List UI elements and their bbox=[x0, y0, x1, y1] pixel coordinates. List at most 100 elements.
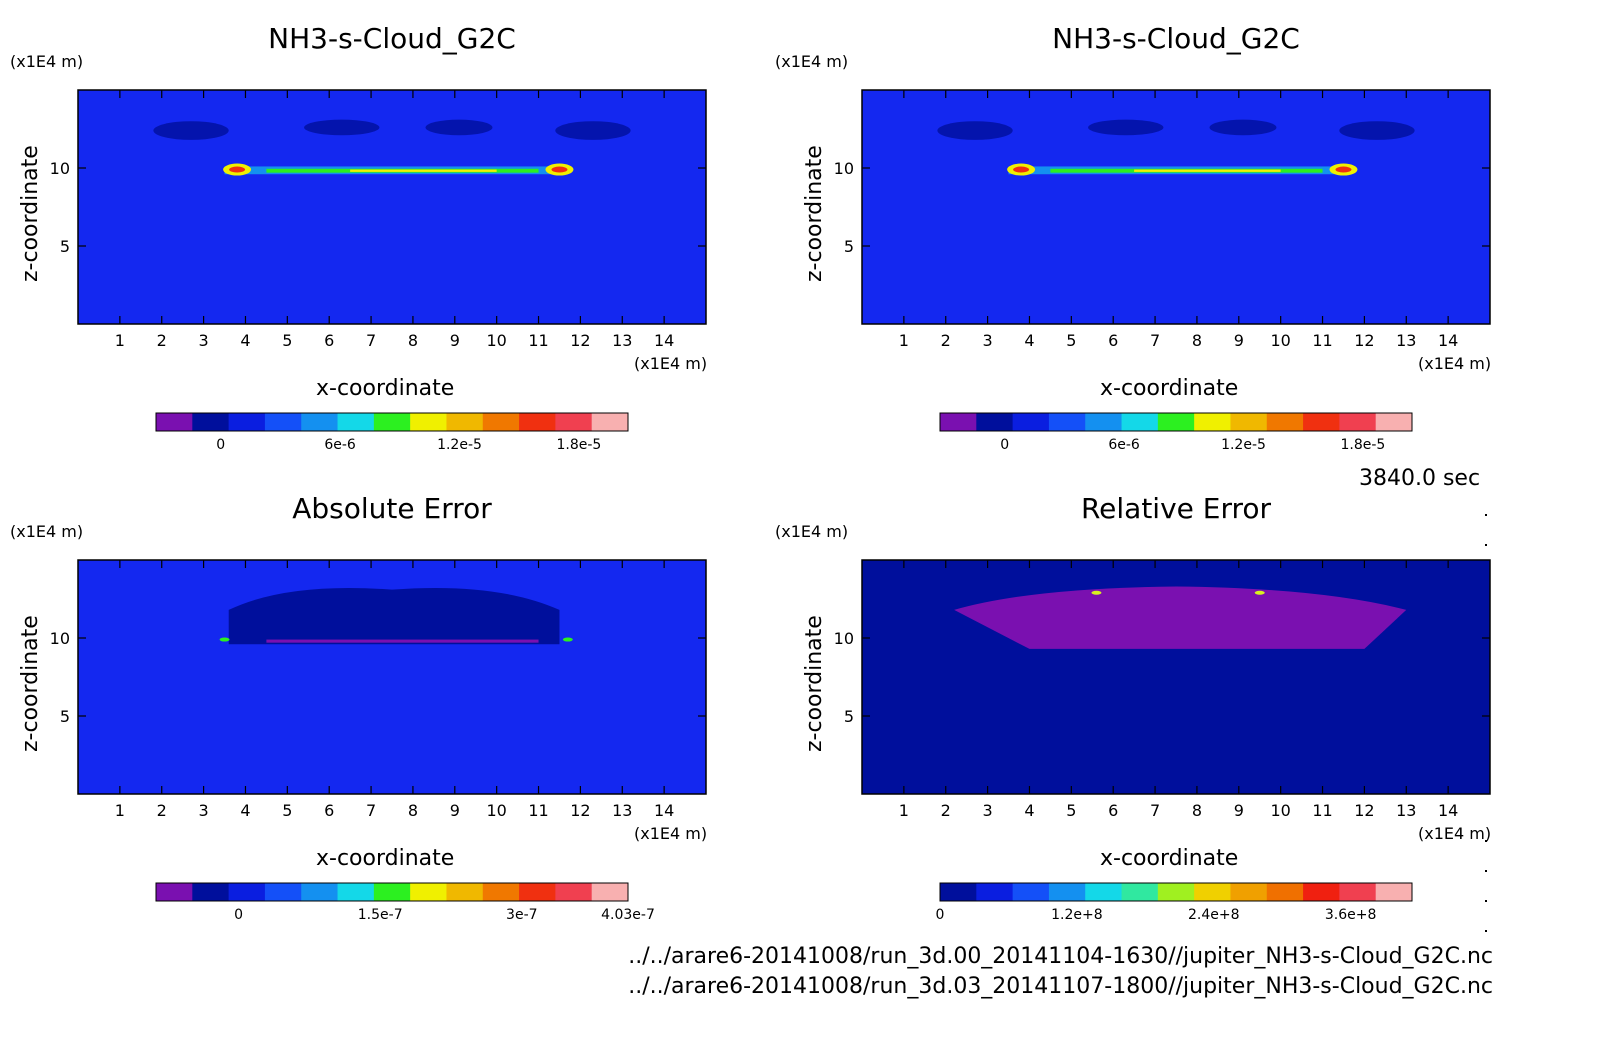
x-tick-label: 14 bbox=[654, 801, 674, 820]
colorbar-segment bbox=[446, 883, 484, 901]
colorbar-segment bbox=[373, 883, 411, 901]
y-tick-label: 5 bbox=[844, 237, 854, 256]
colorbar-segment bbox=[156, 883, 193, 901]
colorbar-label: 1.2e+8 bbox=[1051, 907, 1103, 923]
colorbar: 0 6e-6 1.2e-5 1.8e-5 bbox=[155, 412, 629, 453]
colorbar-segment bbox=[410, 413, 447, 431]
error-peak bbox=[1091, 590, 1102, 595]
x-tick-label: 5 bbox=[282, 331, 292, 350]
colorbar-segment bbox=[482, 413, 520, 431]
colorbar-segment bbox=[373, 413, 411, 431]
colorbar-label: 0 bbox=[234, 907, 243, 923]
x-tick-label: 7 bbox=[1150, 801, 1160, 820]
x-tick-label: 6 bbox=[1108, 801, 1118, 820]
colorbar-segment bbox=[591, 883, 629, 901]
colorbar-segment bbox=[1085, 413, 1123, 431]
y-tick-label: 5 bbox=[60, 707, 70, 726]
x-axis-label: x-coordinate bbox=[316, 846, 455, 871]
y-tick-label: 5 bbox=[844, 707, 854, 726]
time-label: 3840.0 sec bbox=[1359, 466, 1481, 491]
x-axis-label: x-coordinate bbox=[316, 376, 455, 401]
cloud-region bbox=[1088, 119, 1164, 136]
x-tick-label: 13 bbox=[1396, 801, 1416, 820]
cloud-peak bbox=[551, 166, 568, 173]
colorbar-segment bbox=[1339, 883, 1377, 901]
x-tick-label: 1 bbox=[115, 801, 125, 820]
y-tick-label: 10 bbox=[50, 629, 70, 648]
colorbar-label: 6e-6 bbox=[1108, 437, 1140, 453]
colorbar-segment bbox=[555, 883, 593, 901]
x-tick-label: 9 bbox=[1234, 331, 1244, 350]
x-tick-label: 10 bbox=[1270, 331, 1290, 350]
colorbar-label: 0 bbox=[936, 907, 945, 923]
colorbar-label: 1.2e-5 bbox=[437, 437, 482, 453]
x-tick-label: 12 bbox=[570, 331, 590, 350]
x-unit-label: (x1E4 m) bbox=[634, 824, 708, 843]
file-path-1: ../../arare6-20141008/run_3d.00_20141104… bbox=[628, 944, 1493, 969]
colorbar: 0 1.5e-7 3e-7 4.03e-7 bbox=[155, 882, 655, 923]
x-tick-label: 4 bbox=[240, 801, 250, 820]
colorbar-segment bbox=[1012, 413, 1050, 431]
colorbar-segment bbox=[337, 413, 375, 431]
error-peak bbox=[1254, 590, 1265, 595]
chart-title: NH3-s-Cloud_G2C bbox=[1052, 22, 1300, 55]
x-tick-label: 9 bbox=[450, 801, 460, 820]
x-tick-label: 1 bbox=[899, 331, 909, 350]
y-unit-label: (x1E4 m) bbox=[10, 52, 84, 71]
colorbar-frame bbox=[939, 882, 1413, 902]
x-tick-label: 11 bbox=[1312, 801, 1332, 820]
x-tick-label: 11 bbox=[528, 331, 548, 350]
x-unit-label: (x1E4 m) bbox=[1418, 354, 1492, 373]
colorbar-label: 2.4e+8 bbox=[1188, 907, 1240, 923]
colorbar-segment bbox=[1194, 413, 1231, 431]
cloud-region bbox=[1209, 119, 1277, 136]
cloud-peak bbox=[1335, 166, 1352, 173]
x-tick-label: 2 bbox=[941, 331, 951, 350]
x-tick-label: 8 bbox=[408, 801, 418, 820]
colorbar-segment bbox=[301, 413, 339, 431]
plot-frame bbox=[861, 89, 1491, 325]
x-tick-label: 12 bbox=[570, 801, 590, 820]
colorbar-segment bbox=[264, 883, 302, 901]
y-tick-label: 10 bbox=[50, 159, 70, 178]
y-unit-label: (x1E4 m) bbox=[10, 522, 84, 541]
x-unit-label: (x1E4 m) bbox=[634, 354, 708, 373]
error-region bbox=[228, 587, 560, 645]
cloud-region bbox=[1339, 121, 1415, 140]
plot-frame bbox=[861, 559, 1491, 795]
colorbar-label: 1.5e-7 bbox=[358, 907, 403, 923]
x-tick-label: 12 bbox=[1354, 801, 1374, 820]
x-tick-label: 4 bbox=[1024, 331, 1034, 350]
x-tick-label: 3 bbox=[199, 801, 209, 820]
cloud-peak bbox=[1013, 166, 1030, 173]
x-tick-label: 7 bbox=[1150, 331, 1160, 350]
colorbar-segment bbox=[1194, 883, 1231, 901]
cloud-core bbox=[1134, 169, 1281, 172]
x-tick-label: 1 bbox=[899, 801, 909, 820]
cloud-region bbox=[304, 119, 380, 136]
x-tick-label: 8 bbox=[1192, 801, 1202, 820]
x-tick-label: 3 bbox=[199, 331, 209, 350]
margin-dot bbox=[1485, 544, 1487, 546]
error-band bbox=[266, 639, 539, 643]
x-tick-label: 5 bbox=[282, 801, 292, 820]
chart-title: NH3-s-Cloud_G2C bbox=[268, 22, 516, 55]
x-tick-label: 6 bbox=[1108, 331, 1118, 350]
colorbar-segment bbox=[1303, 883, 1340, 901]
margin-dot bbox=[1485, 514, 1487, 516]
colorbar-segment bbox=[337, 883, 375, 901]
colorbar-segment bbox=[410, 883, 447, 901]
x-tick-label: 10 bbox=[486, 331, 506, 350]
x-tick-label: 10 bbox=[1270, 801, 1290, 820]
colorbar-segment bbox=[1157, 413, 1195, 431]
chart-title: Absolute Error bbox=[292, 492, 492, 525]
cloud-region bbox=[153, 121, 229, 140]
colorbar-label: 1.2e-5 bbox=[1221, 437, 1266, 453]
x-tick-label: 7 bbox=[366, 331, 376, 350]
x-tick-label: 4 bbox=[1024, 801, 1034, 820]
colorbar-segment bbox=[1012, 883, 1050, 901]
colorbar-segment bbox=[264, 413, 302, 431]
colorbar-segment bbox=[482, 883, 520, 901]
